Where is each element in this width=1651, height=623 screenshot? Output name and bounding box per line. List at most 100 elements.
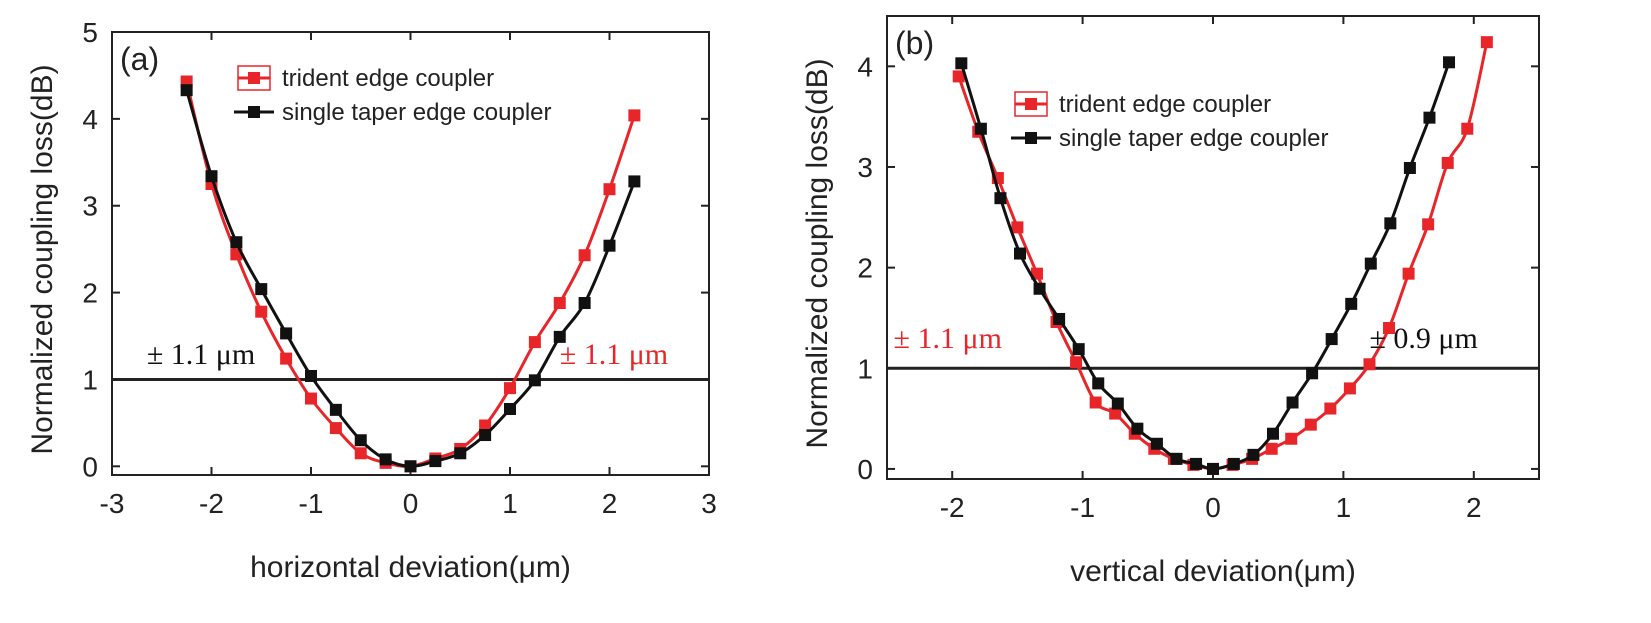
data-point-trident bbox=[1070, 356, 1083, 369]
data-point-trident bbox=[1441, 156, 1454, 169]
y-tick-label: 2 bbox=[82, 278, 98, 309]
data-point-trident bbox=[280, 352, 293, 365]
data-point-single bbox=[404, 460, 417, 473]
data-point-trident bbox=[1011, 221, 1024, 234]
legend-marker-trident bbox=[248, 72, 260, 84]
data-point-single bbox=[628, 175, 641, 188]
data-point-single bbox=[1033, 282, 1046, 295]
data-point-trident bbox=[1480, 36, 1493, 49]
chart-panel-a: -3 -2 -1 0 1 2 3 0 1 2 3 4 5 horizontal deviation(μm)… bbox=[26, 17, 717, 584]
y-tick-label: 4 bbox=[857, 51, 873, 82]
plot-area bbox=[180, 75, 641, 473]
data-point-trident bbox=[504, 382, 516, 395]
data-point-trident bbox=[1285, 432, 1298, 445]
x-tick-label: -3 bbox=[100, 488, 125, 519]
data-point-trident bbox=[255, 305, 268, 318]
data-point-trident bbox=[1363, 358, 1376, 371]
y-tick-label: 3 bbox=[82, 191, 98, 222]
legend: trident edge coupler single taper edge co… bbox=[1011, 91, 1329, 152]
data-point-single bbox=[230, 236, 243, 249]
data-point-single bbox=[528, 374, 541, 387]
data-point-single bbox=[1170, 452, 1183, 465]
series-single bbox=[180, 84, 641, 473]
data-point-single bbox=[1345, 297, 1358, 310]
legend-label-single: single taper edge coupler bbox=[282, 99, 552, 126]
legend-marker-single bbox=[1025, 132, 1037, 144]
x-tick-label: 1 bbox=[1336, 492, 1352, 523]
plot-area bbox=[952, 36, 1493, 475]
panel-label: (a) bbox=[120, 41, 159, 77]
series-trident bbox=[180, 75, 641, 473]
data-point-trident bbox=[354, 447, 367, 460]
y-tick-label: 1 bbox=[82, 364, 98, 395]
data-point-single bbox=[1325, 333, 1338, 346]
data-point-trident bbox=[1343, 382, 1356, 395]
data-point-single bbox=[1207, 462, 1219, 475]
y-tick-label: 0 bbox=[857, 454, 873, 485]
data-point-single bbox=[1286, 396, 1299, 409]
data-point-single bbox=[329, 403, 342, 416]
y-tick-label: 0 bbox=[82, 451, 98, 482]
data-point-single bbox=[1306, 367, 1319, 380]
data-point-single bbox=[1403, 161, 1416, 174]
data-point-single bbox=[994, 192, 1007, 205]
data-point-single bbox=[305, 369, 317, 382]
data-point-single bbox=[974, 122, 987, 135]
data-point-trident bbox=[305, 392, 317, 405]
x-tick-label: 1 bbox=[502, 488, 518, 519]
x-tick-label: -2 bbox=[199, 488, 224, 519]
data-point-trident bbox=[1265, 442, 1278, 455]
data-point-single bbox=[1111, 397, 1124, 410]
annotation-label: ± 1.1 μm bbox=[147, 338, 255, 371]
y-tick-label: 2 bbox=[857, 253, 873, 284]
data-point-single bbox=[255, 283, 268, 296]
y-tick-label: 4 bbox=[82, 104, 98, 135]
data-point-trident bbox=[553, 297, 566, 310]
annotation-label: ± 0.9 μm bbox=[1369, 322, 1477, 355]
data-point-single bbox=[1072, 343, 1085, 356]
series-line-single bbox=[185, 89, 636, 468]
x-tick-label: 0 bbox=[403, 488, 419, 519]
x-tick-label: 0 bbox=[1205, 492, 1221, 523]
data-point-trident bbox=[1109, 407, 1122, 420]
data-point-single bbox=[429, 455, 442, 468]
data-point-single bbox=[1443, 56, 1456, 69]
data-point-trident bbox=[1089, 396, 1102, 409]
data-point-single bbox=[1190, 457, 1203, 470]
annotation-label: ± 1.1 μm bbox=[894, 322, 1002, 355]
x-tick-label: 3 bbox=[701, 488, 717, 519]
data-point-single bbox=[354, 434, 367, 447]
y-tick-label: 3 bbox=[857, 152, 873, 183]
legend: trident edge coupler single taper edge co… bbox=[234, 65, 552, 126]
data-point-single bbox=[280, 327, 293, 340]
data-point-single bbox=[180, 84, 193, 97]
data-point-single bbox=[578, 297, 591, 310]
data-point-trident bbox=[1461, 122, 1474, 135]
data-point-trident bbox=[1030, 267, 1043, 280]
x-axis-label: vertical deviation(μm) bbox=[1070, 555, 1356, 588]
data-point-single bbox=[1053, 312, 1066, 325]
x-tick-label: -2 bbox=[940, 492, 965, 523]
data-point-trident bbox=[952, 70, 965, 83]
data-point-single bbox=[504, 402, 516, 415]
data-point-trident bbox=[1324, 402, 1337, 415]
data-point-single bbox=[1227, 457, 1240, 470]
panel-label: (b) bbox=[895, 25, 934, 61]
data-point-single bbox=[479, 429, 492, 442]
x-tick-label: -1 bbox=[299, 488, 324, 519]
x-tick-label: 2 bbox=[602, 488, 618, 519]
chart-panel-b: -2 -1 0 1 2 0 1 2 3 4 vertical deviation(μm) Normal… bbox=[801, 15, 1540, 588]
data-point-single bbox=[1364, 257, 1377, 270]
x-tick-label: -1 bbox=[1070, 492, 1095, 523]
data-point-single bbox=[454, 447, 467, 460]
legend-label-trident: trident edge coupler bbox=[1059, 91, 1271, 118]
annotation-label: ± 1.1 μm bbox=[560, 338, 668, 371]
data-point-single bbox=[379, 453, 392, 466]
data-point-trident bbox=[479, 419, 492, 432]
data-point-trident bbox=[1383, 322, 1396, 335]
data-point-single bbox=[955, 57, 968, 70]
data-point-single bbox=[1266, 427, 1279, 440]
data-point-single bbox=[603, 239, 616, 252]
data-point-single bbox=[1092, 377, 1105, 390]
